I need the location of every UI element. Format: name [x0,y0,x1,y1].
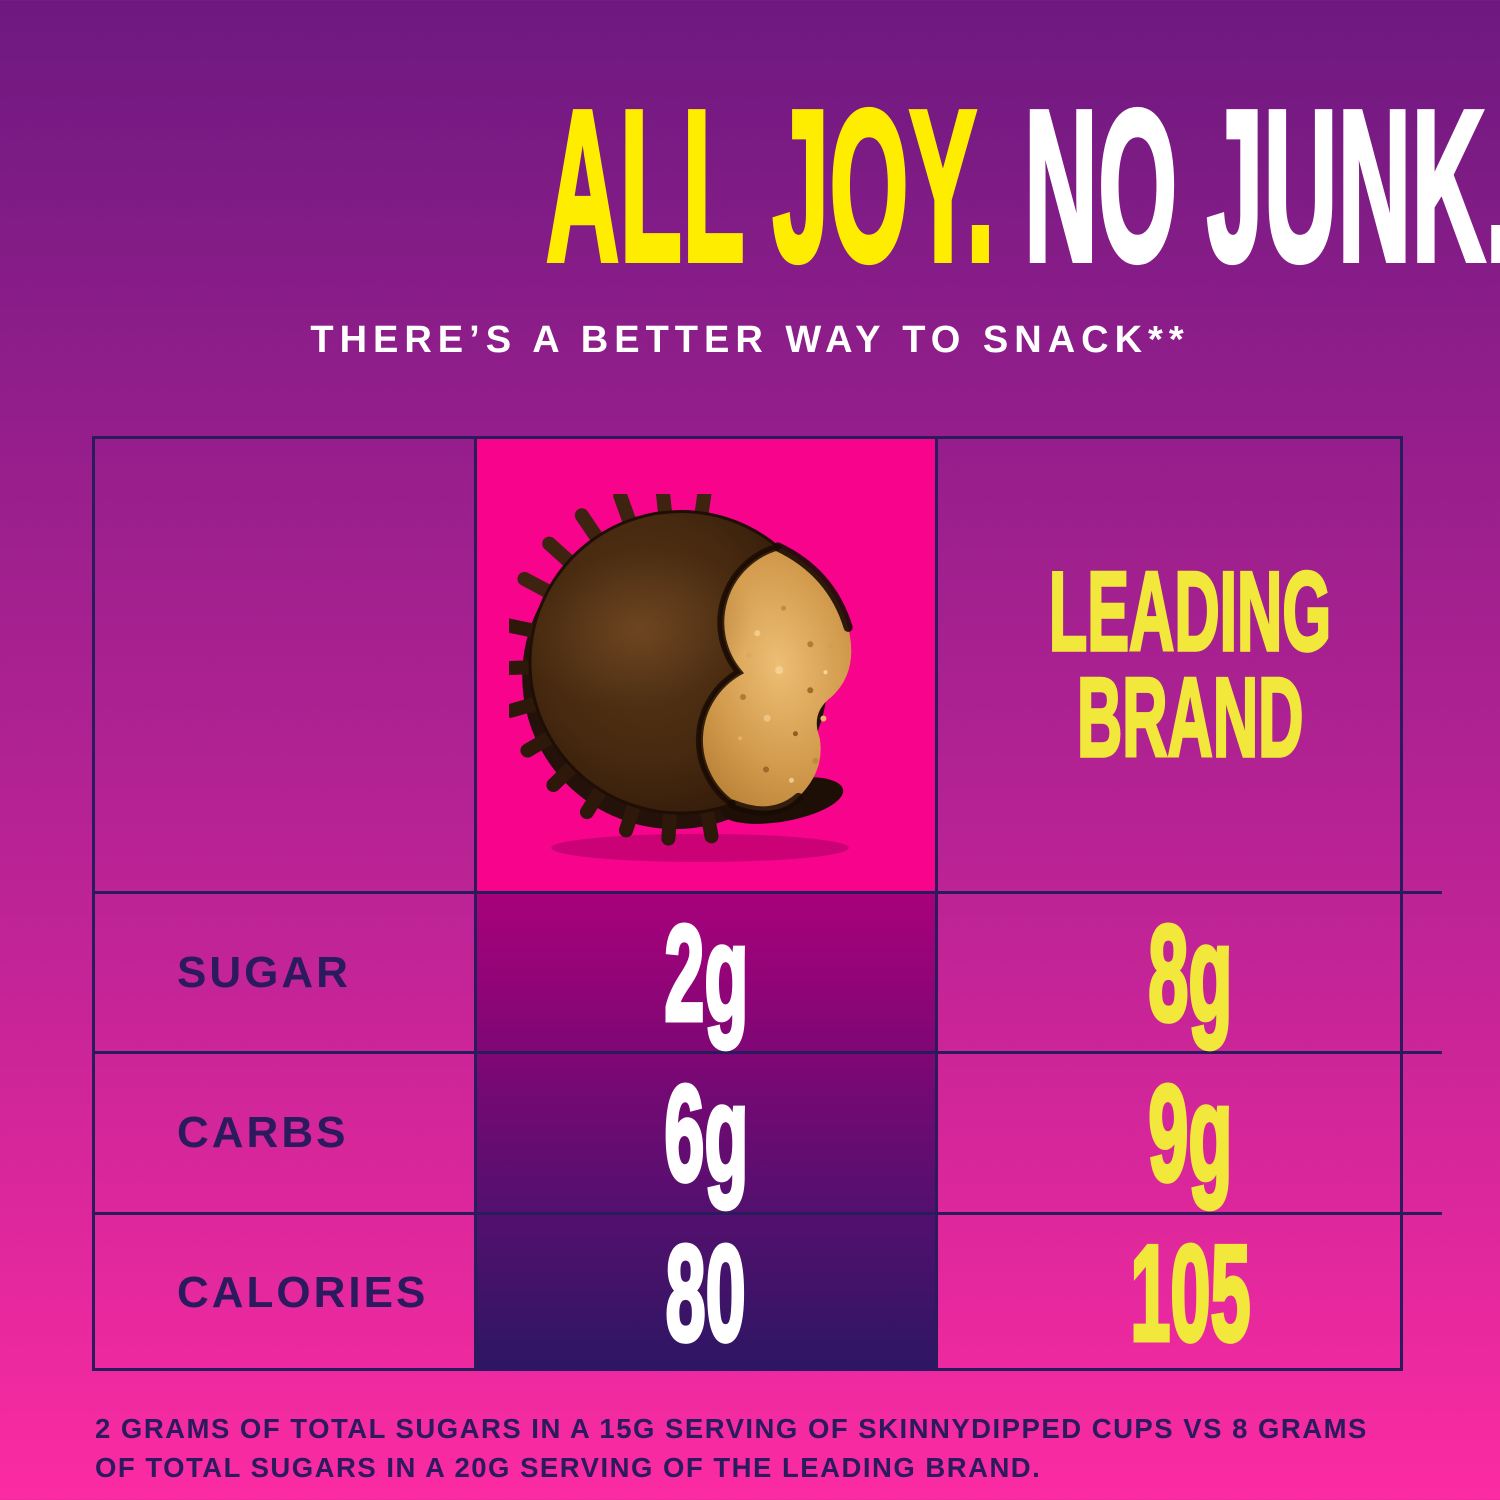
calories-leading-value: 105 [1129,1215,1252,1372]
leading-brand-line1: LEADING [1048,549,1332,674]
page-title: ALL JOY. NO JUNK. [0,75,1500,296]
footnote-line2: OF TOTAL SUGARS IN A 20G SERVING OF THE … [95,1452,1042,1483]
leading-brand-line2: BRAND [1076,655,1304,780]
peanut-butter-cup-image [509,494,853,862]
footnote-line1: 2 GRAMS OF TOTAL SUGARS IN A 15G SERVING… [95,1413,1368,1444]
carbs-product-value: 6g [663,1055,750,1212]
page-subtitle: THERE’S A BETTER WAY TO SNACK** [310,319,1190,361]
header-empty-cell [95,439,477,894]
calories-leading-value-cell: 105 [938,1215,1442,1372]
sugar-product-value: 2g [663,894,750,1051]
sugar-leading-value-cell: 8g [938,894,1442,1054]
row-label-carbs: CARBS [95,1054,477,1215]
product-column-header [477,439,938,894]
title-no-junk: NO JUNK. [995,65,1500,306]
carbs-leading-value-cell: 9g [938,1054,1442,1215]
row-label-sugar: SUGAR [95,894,477,1054]
carbs-product-value-cell: 6g [477,1054,938,1215]
row-label-calories: CALORIES [95,1215,477,1371]
title-all-joy: ALL JOY. [545,65,996,306]
sugar-leading-value: 8g [1147,894,1234,1051]
carbs-leading-value: 9g [1147,1055,1234,1212]
calories-product-value-cell: 80 [477,1215,938,1372]
footnote: 2 GRAMS OF TOTAL SUGARS IN A 15G SERVING… [95,1409,1445,1487]
leading-brand-column-header: LEADING BRAND [938,439,1442,894]
hero-section: ALL JOY. NO JUNK. THERE’S A BETTER WAY T… [0,0,1500,362]
sugar-product-value-cell: 2g [477,894,938,1054]
calories-product-value: 80 [665,1215,748,1372]
nutrition-comparison-table: LEADING BRAND SUGAR 2g 8g CARBS 6g 9g CA… [92,436,1442,1372]
